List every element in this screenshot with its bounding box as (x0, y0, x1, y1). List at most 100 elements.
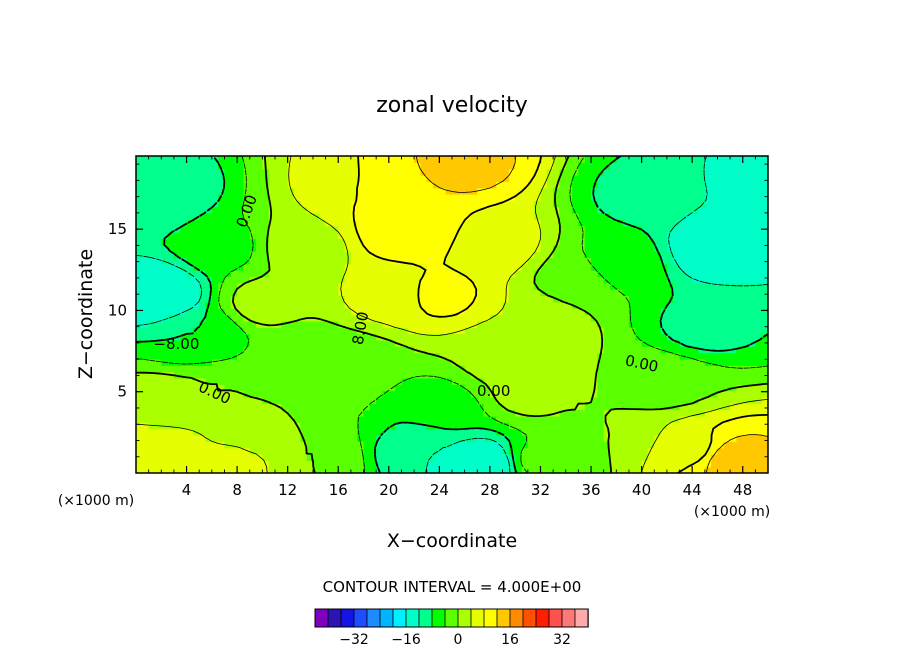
field-cell (470, 346, 478, 354)
field-cell (363, 200, 371, 208)
field-cell (723, 270, 731, 278)
field-cell (331, 346, 339, 354)
field-cell (628, 422, 636, 430)
field-cell (515, 403, 523, 411)
field-cell (414, 314, 421, 322)
field-cell (142, 162, 150, 170)
field-cell (369, 396, 377, 404)
field-cell (382, 219, 390, 227)
field-cell (540, 422, 548, 430)
field-cell (331, 352, 339, 360)
field-cell (730, 352, 737, 360)
field-cell (723, 175, 731, 182)
field-cell (717, 295, 725, 303)
field-cell (243, 453, 251, 461)
field-cell (723, 365, 731, 373)
field-cell (275, 390, 282, 398)
field-cell (711, 466, 719, 473)
field-cell (350, 409, 358, 417)
field-cell (180, 447, 188, 455)
field-cell (736, 238, 744, 246)
field-cell (654, 365, 662, 373)
field-cell (275, 327, 282, 335)
field-cell (306, 428, 314, 436)
field-cell (502, 403, 510, 411)
field-cell (401, 301, 409, 309)
field-cell (192, 466, 200, 473)
field-cell (218, 339, 226, 347)
field-cell (224, 415, 232, 423)
field-cell (679, 301, 687, 309)
field-cell (142, 282, 150, 290)
field-cell (249, 263, 257, 271)
field-cell (477, 339, 485, 347)
field-cell (256, 168, 263, 176)
field-cell (692, 339, 700, 347)
field-cell (628, 460, 636, 468)
field-cell (205, 314, 213, 322)
field-cell (616, 441, 624, 449)
field-cell (433, 371, 440, 379)
field-cell (755, 200, 763, 208)
field-cell (685, 200, 693, 208)
field-cell (325, 403, 333, 411)
field-cell (148, 434, 156, 442)
field-cell (591, 320, 598, 328)
field-cell (477, 415, 485, 423)
field-cell (527, 213, 535, 220)
field-cell (660, 415, 668, 423)
field-cell (230, 213, 238, 220)
field-cell (679, 194, 687, 201)
field-cell (704, 301, 712, 309)
field-cell (704, 460, 712, 468)
field-cell (635, 276, 643, 284)
field-cell (540, 371, 548, 379)
field-cell (508, 415, 516, 423)
field-cell (730, 339, 737, 347)
field-cell (319, 403, 327, 411)
field-cell (515, 371, 523, 379)
field-cell (275, 168, 282, 176)
field-cell (628, 206, 636, 214)
field-cell (591, 339, 598, 347)
field-cell (534, 377, 542, 385)
field-cell (331, 327, 339, 335)
field-cell (572, 377, 579, 385)
field-cell (578, 289, 586, 297)
field-cell (433, 162, 440, 170)
field-cell (521, 276, 529, 284)
field-cell (483, 257, 491, 265)
field-cell (154, 460, 162, 468)
field-cell (211, 289, 219, 297)
field-cell (534, 327, 542, 335)
field-cell (319, 213, 327, 220)
field-cell (477, 396, 485, 404)
field-cell (262, 447, 270, 455)
field-cell (249, 213, 257, 220)
field-cell (635, 396, 643, 404)
field-cell (388, 409, 396, 417)
field-cell (388, 194, 396, 201)
field-cell (597, 320, 605, 328)
field-cell (559, 244, 567, 252)
field-cell (521, 447, 529, 455)
field-cell (294, 168, 301, 176)
field-cell (331, 428, 339, 436)
field-cell (515, 327, 523, 335)
field-cell (173, 168, 181, 176)
field-cell (237, 175, 245, 182)
field-cell (628, 365, 636, 373)
field-cell (445, 327, 453, 335)
field-cell (534, 194, 542, 201)
field-cell (502, 194, 510, 201)
field-cell (736, 282, 744, 290)
field-cell (312, 244, 320, 252)
field-cell (433, 181, 440, 189)
field-cell (679, 270, 687, 278)
field-cell (268, 428, 276, 436)
field-cell (186, 409, 194, 417)
field-cell (698, 403, 706, 411)
field-cell (262, 415, 270, 423)
field-cell (685, 346, 693, 354)
field-cell (477, 409, 485, 417)
